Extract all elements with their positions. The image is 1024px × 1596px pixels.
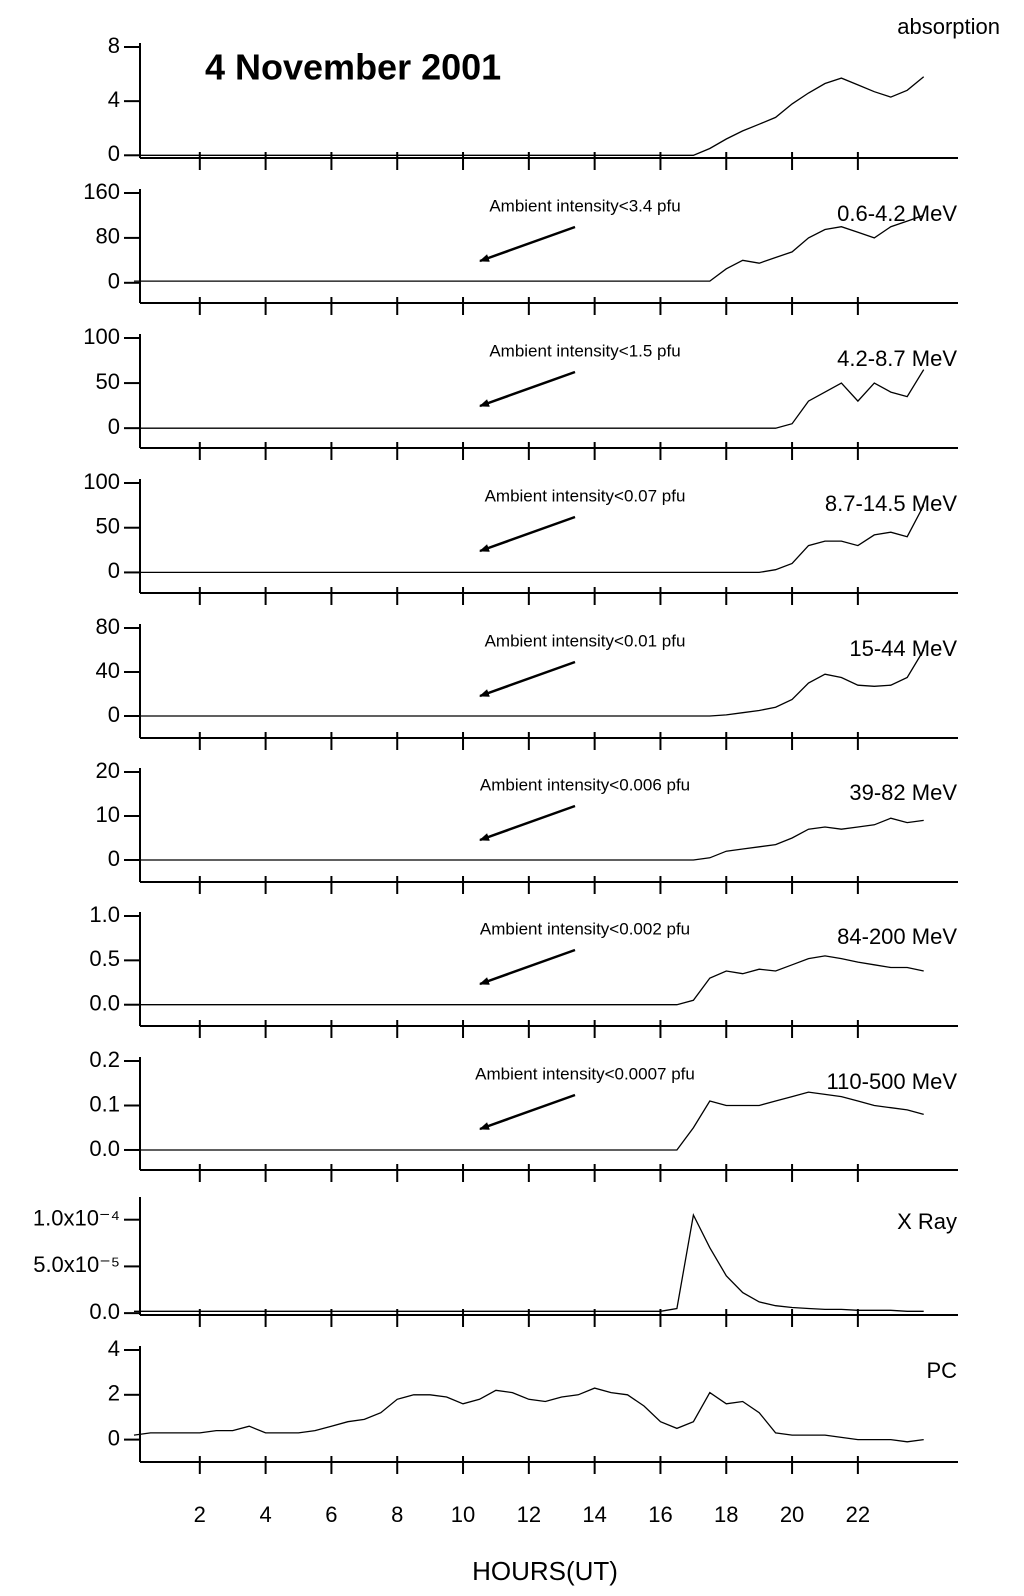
annotation: Ambient intensity<0.0007 pfu (475, 1064, 695, 1083)
annotation: Ambient intensity<3.4 pfu (489, 196, 680, 215)
y-tick-label: 0 (108, 846, 120, 871)
y-tick-label: 100 (83, 324, 120, 349)
y-tick-label: 0 (108, 141, 120, 166)
data-line (134, 369, 925, 429)
panel-label: 4.2-8.7 MeV (837, 346, 957, 371)
panel-label: absorption (897, 14, 1000, 39)
panel-label: 8.7-14.5 MeV (825, 491, 957, 516)
panel-label: PC (926, 1358, 957, 1383)
data-line (134, 649, 925, 717)
panel-label: 84-200 MeV (837, 924, 957, 949)
x-tick-label: 20 (780, 1502, 804, 1527)
x-tick-label: 12 (517, 1502, 541, 1527)
annotation-arrow (479, 1093, 576, 1131)
panel-label: 110-500 MeV (827, 1069, 958, 1094)
panel-label: X Ray (897, 1209, 957, 1234)
y-tick-label: 160 (83, 179, 120, 204)
data-line (134, 505, 925, 574)
y-tick-label: 0.5 (89, 946, 120, 971)
data-line (134, 76, 925, 156)
y-tick-label: 5.0x10⁻⁵ (33, 1252, 120, 1277)
panel-label: 15-44 MeV (849, 636, 957, 661)
annotation: Ambient intensity<0.006 pfu (480, 775, 690, 794)
y-tick-label: 0 (108, 702, 120, 727)
annotation: Ambient intensity<1.5 pfu (489, 341, 680, 360)
x-tick-label: 10 (451, 1502, 475, 1527)
x-tick-label: 16 (648, 1502, 672, 1527)
data-line (133, 1387, 924, 1443)
annotation-arrow (479, 660, 576, 698)
y-tick-label: 80 (96, 614, 120, 639)
data-line (134, 1091, 924, 1151)
y-tick-label: 100 (83, 469, 120, 494)
y-tick-label: 20 (96, 758, 120, 783)
y-tick-label: 0.0 (89, 1299, 120, 1324)
x-axis-label: HOURS(UT) (472, 1556, 618, 1586)
y-tick-label: 0.2 (89, 1047, 120, 1072)
annotation-arrow (479, 370, 576, 408)
x-tick-label: 14 (582, 1502, 606, 1527)
y-tick-label: 1.0 (89, 902, 120, 927)
data-line (134, 955, 924, 1006)
y-tick-label: 0 (108, 414, 120, 439)
y-tick-label: 0 (108, 558, 120, 583)
y-tick-label: 8 (108, 33, 120, 58)
y-tick-label: 50 (96, 369, 120, 394)
data-line (134, 214, 924, 282)
data-line (134, 817, 924, 861)
x-tick-label: 4 (259, 1502, 271, 1527)
y-tick-label: 10 (96, 802, 120, 827)
y-tick-label: 0.0 (89, 991, 120, 1016)
y-tick-label: 2 (108, 1381, 120, 1406)
y-tick-label: 4 (108, 1336, 120, 1361)
y-tick-label: 0.0 (89, 1136, 120, 1161)
x-tick-label: 18 (714, 1502, 738, 1527)
x-tick-label: 2 (194, 1502, 206, 1527)
panel-label: 39-82 MeV (849, 780, 957, 805)
y-tick-label: 0 (108, 269, 120, 294)
panel-label: 0.6-4.2 MeV (837, 201, 957, 226)
y-tick-label: 40 (96, 658, 120, 683)
y-tick-label: 0 (108, 1425, 120, 1450)
x-tick-label: 6 (325, 1502, 337, 1527)
annotation: Ambient intensity<0.002 pfu (480, 919, 690, 938)
x-tick-label: 22 (846, 1502, 870, 1527)
y-tick-label: 0.1 (89, 1091, 120, 1116)
y-tick-label: 50 (96, 514, 120, 539)
data-line (134, 1212, 924, 1312)
annotation-arrow (479, 225, 576, 263)
annotation-arrow (479, 948, 576, 986)
y-tick-label: 4 (108, 87, 120, 112)
annotation-arrow (479, 515, 576, 553)
annotation: Ambient intensity<0.01 pfu (485, 631, 686, 650)
annotation: Ambient intensity<0.07 pfu (485, 486, 686, 505)
y-tick-label: 1.0x10⁻⁴ (33, 1206, 120, 1231)
chart-title: 4 November 2001 (205, 47, 501, 88)
annotation-arrow (479, 804, 576, 842)
y-tick-label: 80 (96, 224, 120, 249)
x-tick-label: 8 (391, 1502, 403, 1527)
